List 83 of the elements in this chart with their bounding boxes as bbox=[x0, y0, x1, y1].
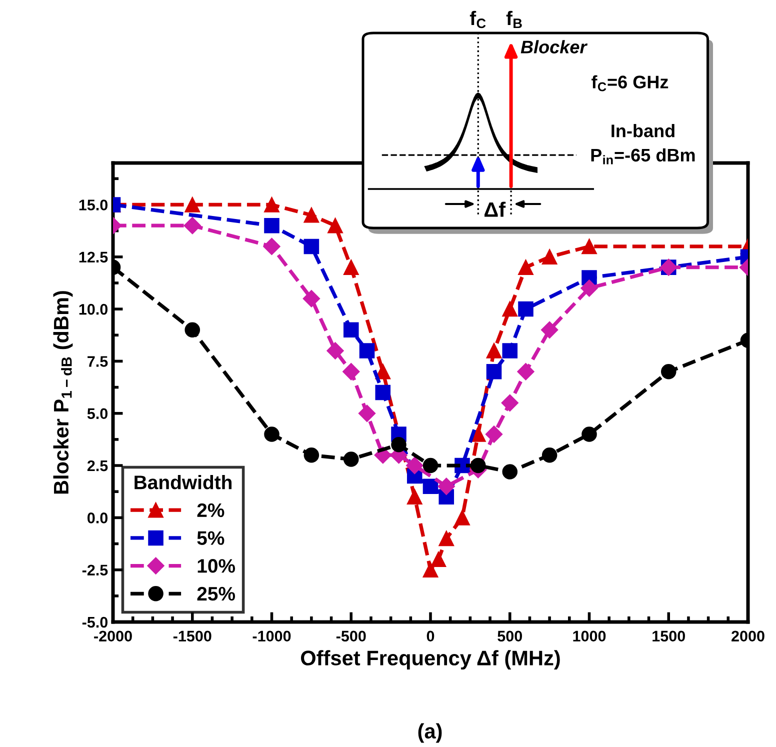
point bbox=[184, 322, 200, 338]
point bbox=[263, 238, 280, 256]
point bbox=[542, 249, 558, 265]
point bbox=[518, 301, 534, 317]
y-tick-label: 5.0 bbox=[87, 408, 108, 420]
y-tick-label: 10.0 bbox=[79, 304, 108, 315]
x-tick-label: -500 bbox=[336, 630, 366, 642]
point bbox=[485, 426, 503, 443]
point bbox=[375, 384, 391, 400]
y-axis-title: Blocker P$_{1−dB}$ (dBm) bbox=[53, 291, 73, 494]
point bbox=[438, 530, 454, 546]
text: f$_{B}$ bbox=[506, 10, 522, 28]
x-tick-label: 1000 bbox=[573, 630, 606, 642]
text: In-band bbox=[612, 124, 674, 138]
annotation: P$_{in}$=-65 dBm bbox=[591, 148, 695, 164]
point bbox=[406, 456, 424, 474]
point bbox=[304, 447, 320, 463]
point bbox=[454, 510, 470, 526]
point bbox=[502, 301, 518, 317]
point bbox=[304, 208, 320, 223]
legend-title: Bandwidth bbox=[134, 474, 232, 490]
point bbox=[184, 197, 200, 212]
point bbox=[302, 290, 320, 308]
point bbox=[326, 342, 344, 360]
point bbox=[375, 364, 391, 380]
point bbox=[501, 394, 518, 412]
x-tick-label: -1500 bbox=[173, 630, 212, 642]
legend-label: 10% bbox=[198, 559, 236, 573]
x-tick-label: -2000 bbox=[94, 630, 132, 642]
point bbox=[391, 437, 406, 452]
x-tick-label: 0 bbox=[426, 630, 434, 642]
point bbox=[517, 363, 534, 380]
point bbox=[542, 447, 558, 463]
point bbox=[660, 364, 676, 380]
y-tick-label: 2.5 bbox=[87, 460, 108, 472]
point bbox=[264, 218, 280, 234]
point bbox=[422, 458, 438, 474]
point bbox=[304, 238, 320, 254]
point bbox=[264, 426, 280, 442]
annotation: Δf bbox=[484, 202, 506, 217]
point bbox=[582, 426, 597, 442]
text: f$_{C}$ bbox=[470, 10, 486, 28]
point bbox=[582, 238, 597, 254]
point bbox=[430, 552, 446, 568]
x-tick-label: 1500 bbox=[652, 630, 685, 642]
point bbox=[343, 260, 359, 275]
y-tick-label: 12.5 bbox=[79, 252, 108, 263]
y-tick-label: 0.0 bbox=[88, 512, 108, 524]
point bbox=[486, 364, 502, 380]
text: f$_{C}$=6 GHz bbox=[592, 75, 668, 92]
point bbox=[502, 343, 518, 358]
point bbox=[359, 343, 375, 358]
y-tick-label: 15.0 bbox=[79, 200, 108, 210]
point bbox=[406, 489, 422, 504]
point bbox=[541, 321, 558, 338]
text: Blocker bbox=[520, 40, 588, 54]
point bbox=[438, 478, 455, 495]
point bbox=[470, 458, 486, 474]
text: (a) bbox=[418, 723, 442, 743]
point bbox=[486, 343, 502, 358]
legend-label: 5% bbox=[197, 531, 224, 545]
point bbox=[328, 218, 343, 234]
point bbox=[184, 217, 201, 234]
point bbox=[343, 452, 359, 467]
point bbox=[422, 478, 438, 494]
point bbox=[580, 280, 598, 297]
legend-label: 25% bbox=[197, 586, 236, 601]
point bbox=[470, 426, 486, 442]
point bbox=[502, 464, 518, 480]
x-tick-label: -1000 bbox=[252, 630, 291, 642]
x-tick-label: 500 bbox=[498, 630, 522, 642]
point bbox=[264, 197, 280, 212]
x-axis-title: Offset Frequency Δf (MHz) bbox=[301, 650, 560, 670]
legend-label: 2% bbox=[197, 503, 224, 518]
point bbox=[358, 404, 376, 422]
point bbox=[343, 322, 359, 338]
point bbox=[518, 260, 534, 275]
y-tick-label: -5.0 bbox=[82, 616, 108, 628]
y-tick-label: 7.5 bbox=[88, 356, 108, 367]
point bbox=[422, 562, 438, 578]
point bbox=[342, 363, 360, 380]
y-tick-label: -2.5 bbox=[82, 564, 108, 576]
x-tick-label: 2000 bbox=[732, 630, 764, 642]
